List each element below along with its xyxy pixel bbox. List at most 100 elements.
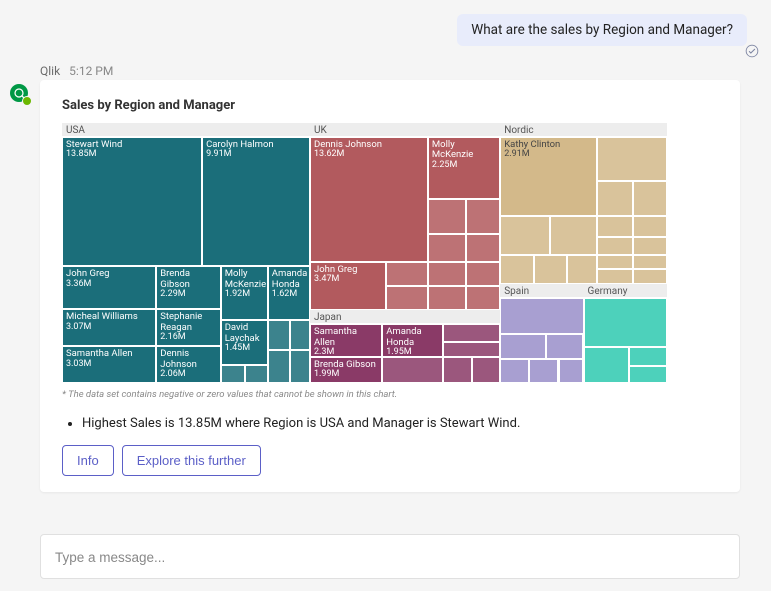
treemap-subcell[interactable]	[428, 234, 466, 262]
composer-input[interactable]	[55, 550, 725, 565]
treemap-cell[interactable]: Stephanie Reagan2.16M	[156, 309, 220, 346]
treemap-subcell[interactable]	[529, 359, 558, 383]
treemap-subcell[interactable]	[597, 237, 634, 255]
cell-name: Brenda Gibson	[160, 269, 216, 290]
cell-name: Amanda Honda	[272, 269, 306, 290]
treemap-subcell[interactable]	[546, 334, 583, 359]
region-label: Japan	[310, 310, 500, 324]
treemap-subcell[interactable]	[597, 216, 634, 237]
treemap-subcell[interactable]	[559, 359, 584, 383]
treemap-region[interactable]: Spain	[500, 284, 583, 383]
cell-name: Molly McKenzie	[432, 140, 496, 161]
treemap-cell[interactable]: Dennis Johnson13.62M	[310, 137, 428, 262]
treemap-subcell[interactable]	[633, 181, 666, 216]
treemap-subcell[interactable]	[597, 137, 667, 181]
button-row: Info Explore this further	[62, 445, 718, 476]
cell-value: 1.95M	[386, 348, 439, 356]
cell-name: Samantha Allen	[314, 327, 378, 348]
treemap-cell[interactable]: Amanda Honda1.95M	[382, 324, 443, 356]
cell-value: 3.03M	[66, 360, 152, 370]
explore-button[interactable]: Explore this further	[122, 445, 261, 476]
treemap-cell[interactable]: Brenda Gibson1.99M	[310, 357, 382, 383]
treemap-subcell[interactable]	[466, 234, 500, 262]
treemap-cell[interactable]: Dennis Johnson2.06M	[156, 346, 220, 383]
treemap-chart[interactable]: USAStewart Wind13.85MCarolyn Halmon9.91M…	[62, 123, 718, 383]
treemap-subcell[interactable]	[597, 181, 634, 216]
treemap-subcell[interactable]	[386, 262, 428, 286]
user-message-text: What are the sales by Region and Manager…	[471, 22, 733, 38]
treemap-subcell[interactable]	[500, 255, 533, 284]
treemap-subcell[interactable]	[290, 320, 310, 350]
treemap-cell[interactable]: Kathy Clinton2.91M	[500, 137, 597, 216]
treemap-cell[interactable]: Amanda Honda1.62M	[268, 266, 310, 320]
treemap-cell[interactable]: John Greg3.36M	[62, 266, 156, 309]
treemap-subcell[interactable]	[268, 350, 290, 383]
treemap-cell[interactable]: Molly McKenzie2.25M	[428, 137, 500, 199]
sender-name: Qlik	[40, 64, 60, 78]
treemap-cell[interactable]: Samantha Allen2.3M	[310, 324, 382, 356]
treemap-subcell[interactable]	[382, 357, 443, 383]
region-label: Germany	[584, 284, 667, 298]
treemap-subcell[interactable]	[597, 255, 634, 270]
treemap-subcell[interactable]	[443, 324, 500, 342]
treemap-cell[interactable]: Samantha Allen3.03M	[62, 346, 156, 383]
info-button[interactable]: Info	[62, 445, 114, 476]
treemap-subcell[interactable]	[534, 255, 567, 284]
treemap-region[interactable]: USAStewart Wind13.85MCarolyn Halmon9.91M…	[62, 123, 310, 383]
treemap-cell[interactable]: Molly McKenzie1.92M	[221, 266, 268, 320]
treemap-subcell[interactable]	[428, 286, 466, 310]
treemap-subcell[interactable]	[629, 366, 666, 383]
treemap-cell[interactable]: Brenda Gibson2.29M	[156, 266, 220, 309]
treemap-subcell[interactable]	[633, 216, 666, 237]
cell-value: 2.06M	[160, 370, 216, 380]
treemap-subcell[interactable]	[500, 334, 546, 359]
treemap-subcell[interactable]	[443, 357, 472, 383]
message-composer[interactable]	[40, 534, 740, 579]
treemap-subcell[interactable]	[466, 286, 500, 310]
cell-value: 3.36M	[66, 280, 152, 290]
treemap-subcell[interactable]	[221, 365, 246, 383]
presence-available-icon	[22, 96, 32, 106]
treemap-subcell[interactable]	[633, 237, 666, 255]
cell-value: 1.62M	[272, 290, 306, 300]
treemap-region[interactable]: NordicKathy Clinton2.91M	[500, 123, 667, 284]
cell-value: 13.62M	[314, 150, 424, 160]
treemap-cell[interactable]: John Greg3.47M	[310, 262, 386, 310]
treemap-subcell[interactable]	[245, 365, 267, 383]
treemap-subcell[interactable]	[550, 216, 597, 254]
cell-name: Stephanie Reagan	[160, 312, 216, 333]
treemap-subcell[interactable]	[386, 286, 428, 310]
treemap-subcell[interactable]	[629, 347, 666, 366]
treemap-subcell[interactable]	[443, 342, 500, 357]
cell-value: 2.29M	[160, 290, 216, 300]
cell-value: 13.85M	[66, 150, 198, 160]
treemap-subcell[interactable]	[268, 320, 290, 350]
user-message-bubble: What are the sales by Region and Manager…	[457, 14, 747, 46]
treemap-region[interactable]: Germany	[584, 284, 667, 383]
cell-name: Molly McKenzie	[225, 269, 264, 290]
treemap-subcell[interactable]	[500, 298, 583, 334]
cell-value: 1.99M	[314, 370, 378, 380]
treemap-subcell[interactable]	[500, 359, 529, 383]
treemap-subcell[interactable]	[633, 255, 666, 270]
treemap-subcell[interactable]	[428, 199, 466, 234]
treemap-subcell[interactable]	[584, 298, 667, 347]
treemap-subcell[interactable]	[567, 255, 597, 284]
treemap-subcell[interactable]	[472, 357, 501, 383]
treemap-subcell[interactable]	[290, 350, 310, 383]
treemap-region[interactable]: JapanSamantha Allen2.3MAmanda Honda1.95M…	[310, 310, 500, 383]
treemap-subcell[interactable]	[500, 216, 550, 254]
cell-name: John Greg	[66, 269, 152, 279]
treemap-subcell[interactable]	[466, 262, 500, 286]
treemap-cell[interactable]: David Laychak1.45M	[221, 320, 268, 364]
treemap-subcell[interactable]	[597, 269, 634, 284]
treemap-cell[interactable]: Micheal Williams3.07M	[62, 309, 156, 346]
cell-name: Amanda Honda	[386, 327, 439, 348]
treemap-subcell[interactable]	[428, 262, 466, 286]
treemap-cell[interactable]: Carolyn Halmon9.91M	[202, 137, 310, 266]
treemap-cell[interactable]: Stewart Wind13.85M	[62, 137, 202, 266]
treemap-subcell[interactable]	[466, 199, 500, 234]
treemap-region[interactable]: UKDennis Johnson13.62MMolly McKenzie2.25…	[310, 123, 500, 310]
treemap-subcell[interactable]	[633, 269, 666, 284]
treemap-subcell[interactable]	[584, 347, 630, 383]
